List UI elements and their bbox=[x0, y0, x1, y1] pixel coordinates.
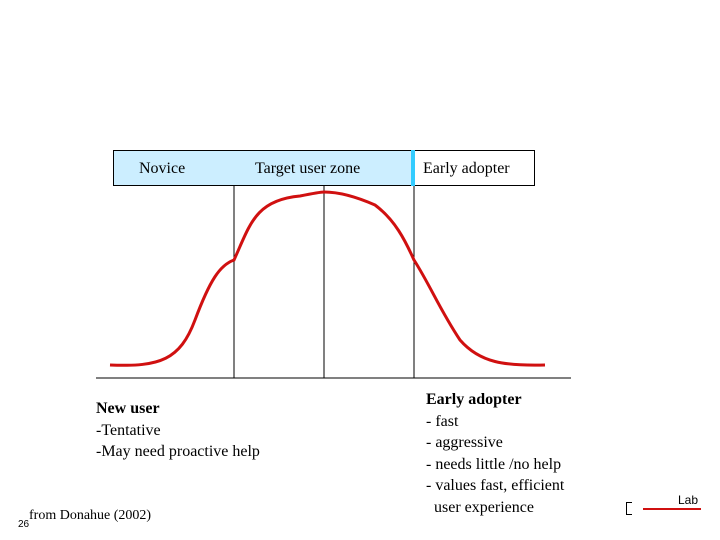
logo-bracket-icon bbox=[626, 502, 632, 515]
source-citation: from Donahue (2002) bbox=[29, 508, 152, 523]
new-user-line: -Tentative bbox=[96, 421, 161, 439]
early-adopter-line: - aggressive bbox=[426, 434, 503, 451]
early-adopter-line: user experience bbox=[426, 498, 534, 516]
header-novice: Novice bbox=[113, 150, 233, 186]
early-adopter-line: - needs little /no help bbox=[426, 455, 562, 473]
new-user-description: New user -Tentative -May need proactive … bbox=[96, 398, 260, 463]
early-adopter-line: - fast bbox=[426, 412, 459, 430]
page-number: 26 bbox=[18, 519, 30, 530]
new-user-line: -May need proactive help bbox=[96, 443, 260, 460]
bell-curve bbox=[109, 190, 546, 367]
header-divider bbox=[411, 150, 415, 186]
early-adopter-description: Early adopter - fast - aggressive - need… bbox=[426, 389, 564, 518]
header-early-adopter: Early adopter bbox=[414, 150, 535, 186]
early-adopter-title: Early adopter bbox=[426, 391, 522, 408]
new-user-title: New user bbox=[96, 400, 160, 417]
logo-text: Lab bbox=[678, 493, 699, 507]
early-adopter-line: - values fast, efficient bbox=[426, 477, 565, 494]
logo-underline bbox=[643, 508, 701, 510]
header-target-user-zone: Target user zone bbox=[233, 150, 414, 186]
